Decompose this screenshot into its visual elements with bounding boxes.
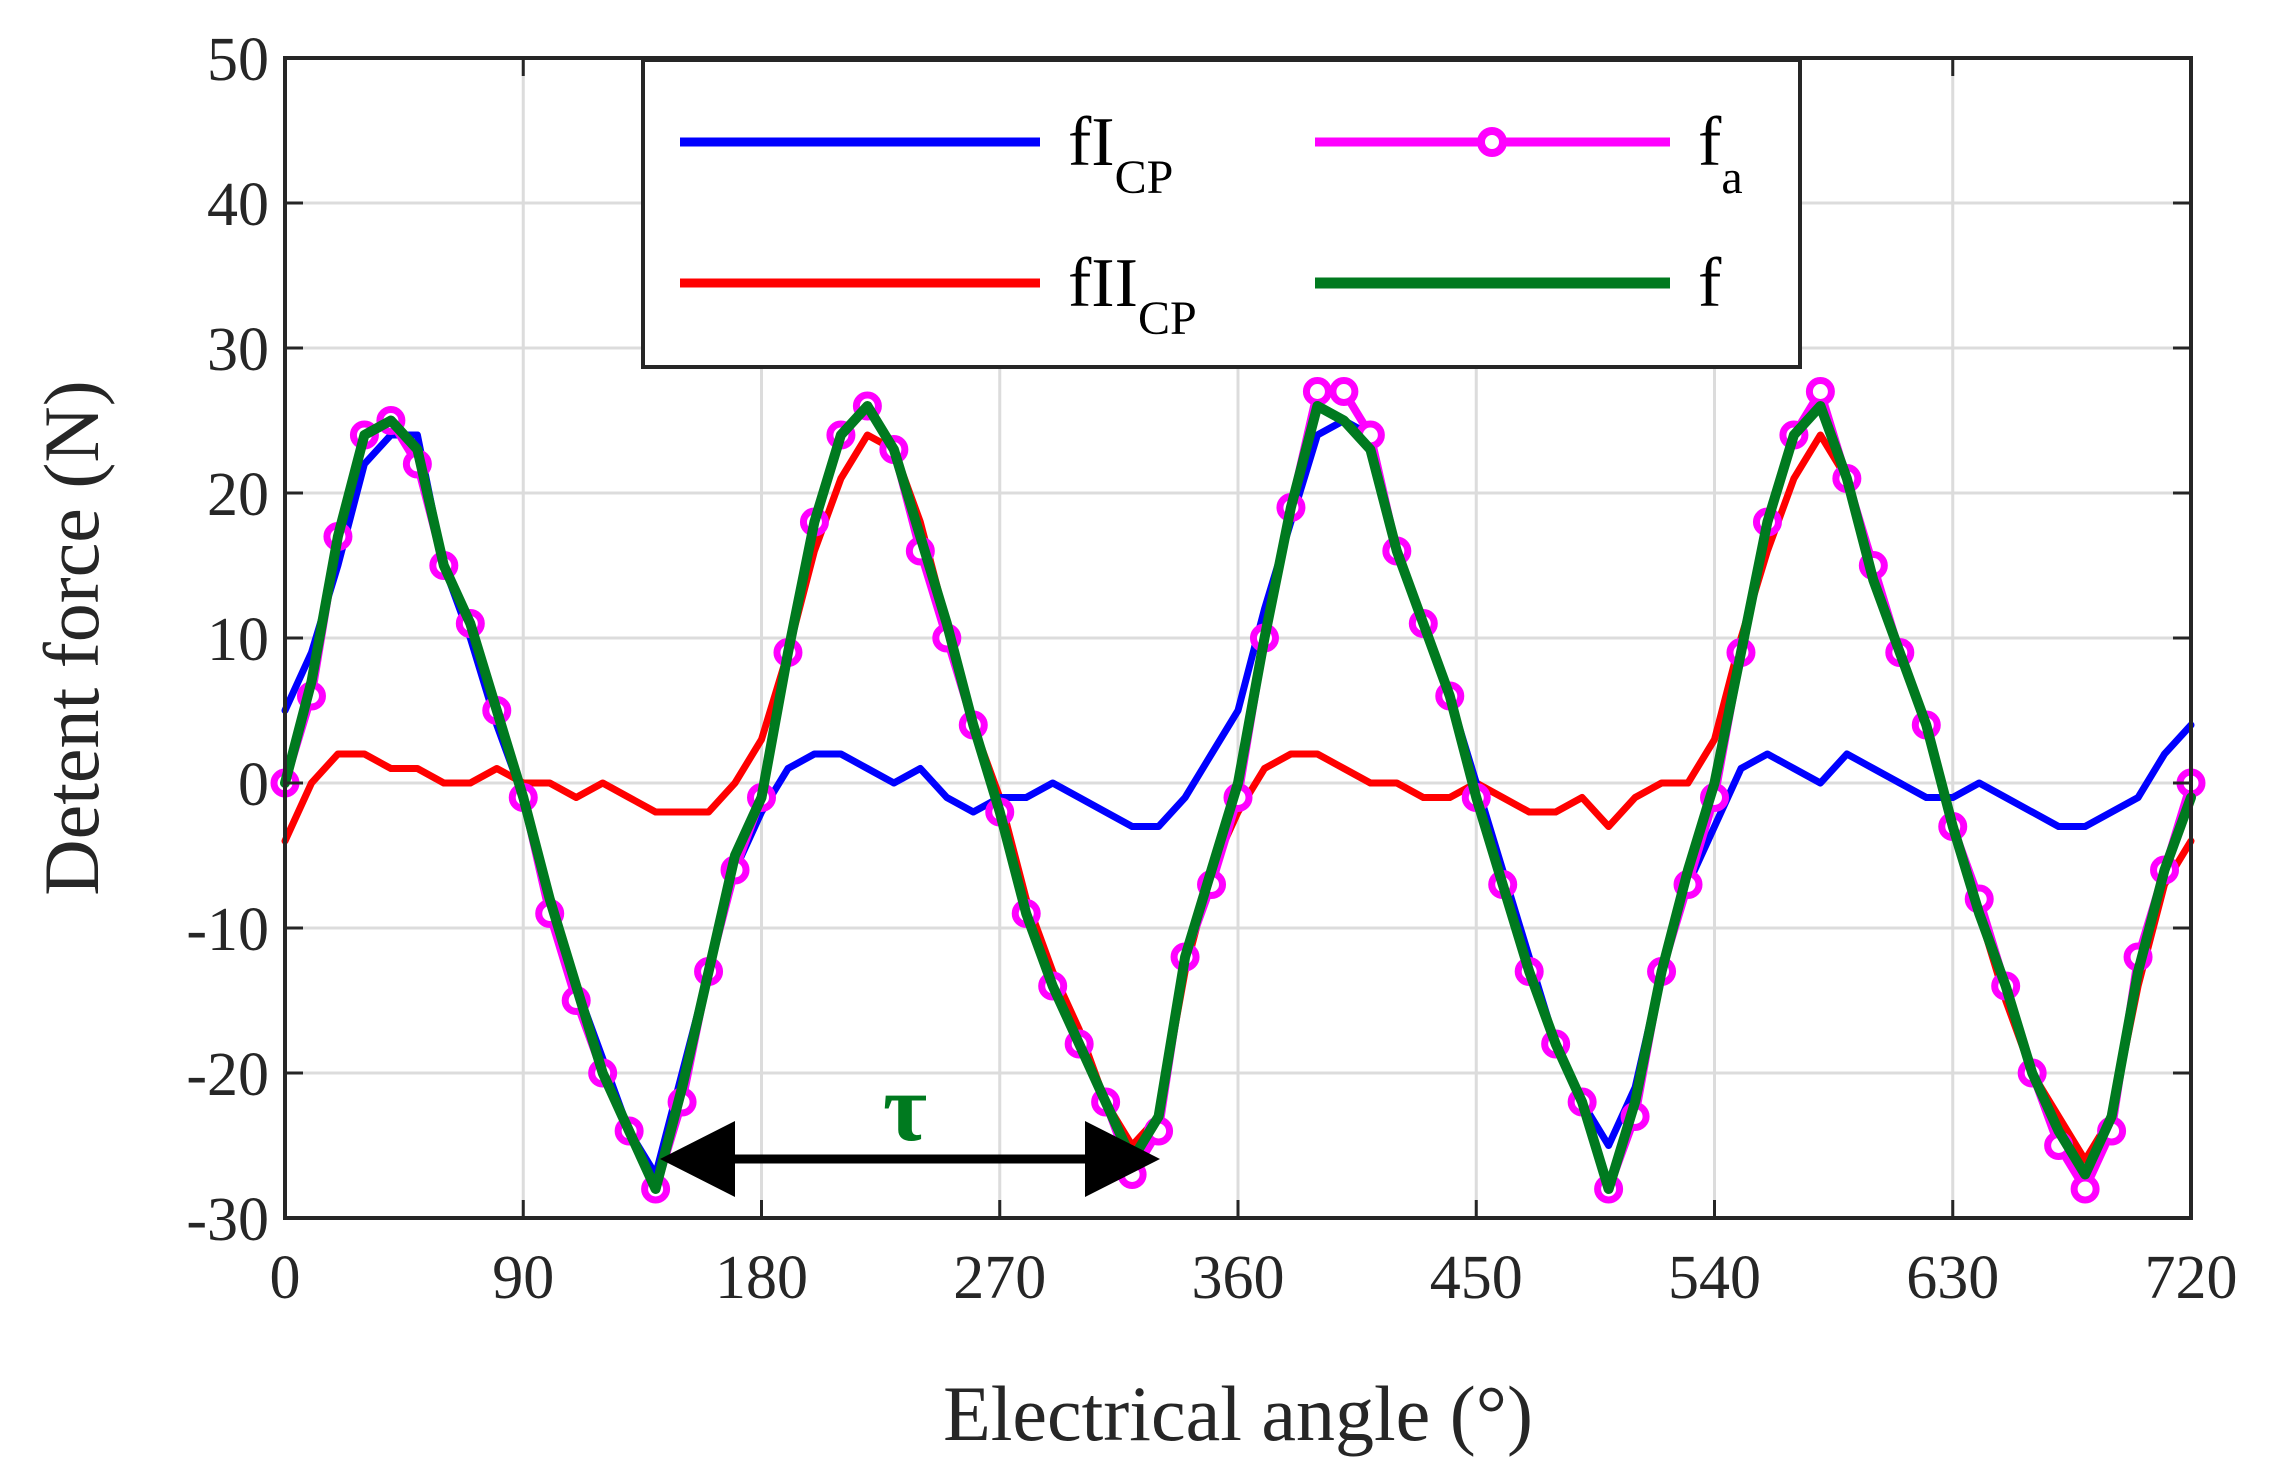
x-tick-label: 540 (1668, 1244, 1761, 1312)
series-marker-fa (1329, 377, 1359, 406)
legend-label-fII: fIICP (1068, 245, 1197, 345)
y-tick-label: -10 (186, 896, 269, 964)
x-tick-label: 180 (715, 1244, 808, 1312)
legend-label-f: f (1698, 245, 1722, 322)
x-tick-label: 90 (492, 1244, 554, 1312)
legend-label-fI: fICP (1068, 104, 1173, 204)
y-tick-labels: 50 40 30 20 10 0 -10 -20 -30 (186, 26, 269, 1254)
legend: fICP fIICP fa f (641, 58, 1802, 369)
series-marker-fa (2070, 1174, 2100, 1204)
y-tick-label: 10 (207, 606, 269, 674)
legend-marker-fa (1477, 127, 1507, 157)
legend-box (641, 58, 1802, 369)
y-tick-label: 50 (207, 26, 269, 94)
x-tick-label: 720 (2145, 1244, 2238, 1312)
y-tick-label: 0 (238, 751, 269, 819)
x-tick-label: 360 (1192, 1244, 1285, 1312)
tau-arrow-right-head (1085, 1121, 1160, 1197)
y-tick-label: -20 (186, 1041, 269, 1109)
x-tick-label: 0 (270, 1244, 301, 1312)
y-tick-label: 40 (207, 171, 269, 239)
y-tick-label: 20 (207, 461, 269, 529)
tau-label: τ (883, 1054, 927, 1161)
y-axis-label: Detent force (N) (28, 380, 115, 895)
x-tick-label: 270 (953, 1244, 1046, 1312)
x-axis-label: Electrical angle (°) (943, 1370, 1533, 1457)
x-tick-label: 630 (1906, 1244, 1999, 1312)
series-line-f (280, 401, 2196, 1194)
x-tick-labels: 0 90 180 270 360 450 540 630 720 (270, 1244, 2238, 1312)
series-marker-fa (1302, 377, 1332, 406)
y-tick-label: 30 (207, 316, 269, 384)
series-marker-fa (1805, 377, 1835, 406)
legend-label-fa: fa (1698, 104, 1743, 204)
tau-arrow-left-head (660, 1121, 735, 1197)
x-tick-label: 450 (1430, 1244, 1523, 1312)
y-tick-label: -30 (186, 1186, 269, 1254)
tau-annotation: τ (660, 1054, 1160, 1197)
